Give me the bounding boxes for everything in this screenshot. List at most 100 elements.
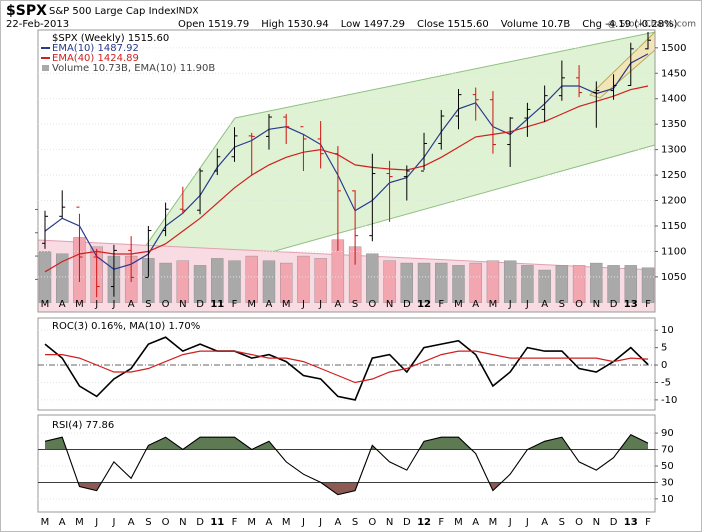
volume-bar <box>555 265 569 303</box>
x-tick-label: 12 <box>417 299 431 310</box>
x-tick-label: D <box>610 517 618 528</box>
x-tick-label: M <box>247 517 256 528</box>
volume-bar <box>314 258 327 303</box>
x-tick-label: J <box>508 299 512 310</box>
y-tick-label: 50 <box>661 461 674 472</box>
volume-bar <box>452 265 465 303</box>
x-tick-label: M <box>489 517 498 528</box>
x-tick-label: F <box>438 299 444 310</box>
x-tick-label: N <box>593 299 600 310</box>
legend-entry: RSI(4) 77.86 <box>52 420 114 431</box>
x-tick-label: J <box>301 517 305 528</box>
legend-swatch <box>42 65 49 71</box>
x-tick-label: M <box>41 517 50 528</box>
x-tick-label: S <box>145 299 151 310</box>
x-tick-label: O <box>368 299 376 310</box>
x-tick-label: A <box>266 299 273 310</box>
x-tick-label: O <box>162 517 170 528</box>
x-tick-label: M <box>489 299 498 310</box>
x-tick-label: A <box>59 517 66 528</box>
x-tick-label: A <box>472 517 479 528</box>
x-tick-label: J <box>94 299 98 310</box>
x-tick-label: A <box>334 517 341 528</box>
x-tick-label: F <box>232 517 238 528</box>
x-tick-label: N <box>593 517 600 528</box>
x-tick-label: N <box>386 299 393 310</box>
y-tick-label: -5 <box>661 377 671 388</box>
x-tick-label: A <box>541 517 548 528</box>
volume-bar <box>193 265 207 303</box>
volume-bar <box>469 262 482 303</box>
x-tick-label: F <box>645 299 651 310</box>
y-tick-label: -10 <box>661 395 677 406</box>
y-tick-label: 1150 <box>661 221 686 232</box>
volume-bar <box>503 260 517 303</box>
index-name: S&P 500 Large Cap Index <box>49 6 176 17</box>
x-tick-label: A <box>59 299 66 310</box>
legend-entry: ROC(3) 0.16%, MA(10) 1.70% <box>52 321 200 332</box>
y-tick-label: 10 <box>661 494 674 505</box>
x-tick-label: M <box>282 517 291 528</box>
x-tick-label: 11 <box>210 517 224 528</box>
volume-bar <box>521 265 534 303</box>
panel <box>37 317 656 411</box>
volume-bar <box>262 260 276 303</box>
header-stat: Volume 10.7B <box>501 19 571 30</box>
header-stat: Close 1515.60 <box>417 19 489 30</box>
volume-bar <box>641 267 655 303</box>
x-tick-label: J <box>525 299 529 310</box>
x-tick-label: O <box>575 299 583 310</box>
y-tick-label: 1050 <box>661 272 686 283</box>
x-tick-label: A <box>334 299 341 310</box>
panel <box>37 414 656 513</box>
header-stat: Low 1497.29 <box>341 19 405 30</box>
header-stat: Open 1519.79 <box>178 19 249 30</box>
ema-line <box>44 53 649 270</box>
y-tick-label: 1300 <box>661 145 686 156</box>
volume-bar <box>176 260 190 303</box>
x-tick-label: 13 <box>624 299 638 310</box>
volume-bar <box>228 260 241 303</box>
x-tick-label: M <box>75 517 84 528</box>
x-tick-label: 12 <box>417 517 431 528</box>
x-tick-label: J <box>111 299 115 310</box>
x-tick-label: M <box>454 517 463 528</box>
volume-bar <box>538 269 551 303</box>
x-tick-label: M <box>75 299 84 310</box>
x-tick-label: 11 <box>210 299 224 310</box>
x-tick-label: S <box>559 517 565 528</box>
x-tick-label: M <box>454 299 463 310</box>
overbought-fill <box>45 434 648 449</box>
volume-bar <box>211 258 224 303</box>
x-tick-label: J <box>318 299 322 310</box>
x-tick-label: F <box>232 299 238 310</box>
ema-line <box>44 85 649 273</box>
y-tick-label: 1200 <box>661 196 686 207</box>
x-tick-label: J <box>94 517 98 528</box>
volume-bar <box>280 262 293 303</box>
x-tick-label: N <box>179 299 186 310</box>
volume-bar <box>297 255 310 303</box>
panel <box>37 29 656 313</box>
volume-bar <box>159 262 172 303</box>
x-tick-label: D <box>610 299 618 310</box>
x-tick-label: S <box>145 517 151 528</box>
header-stat: Chg -4.19 (-0.28%) <box>582 19 677 30</box>
y-tick-label: 1400 <box>661 94 686 105</box>
x-tick-label: A <box>128 299 135 310</box>
credit: @ StockCharts.com <box>608 20 696 30</box>
legend-entry: EMA(40) 1424.89 <box>52 53 139 64</box>
symbol: $SPX <box>6 3 47 19</box>
x-tick-label: 13 <box>624 517 638 528</box>
x-tick-label: S <box>352 517 358 528</box>
x-tick-label: A <box>266 517 273 528</box>
legend-entry: $SPX (Weekly) 1515.60 <box>52 33 169 44</box>
y-tick-label: 1100 <box>661 246 686 257</box>
volume-bar <box>366 253 379 303</box>
volume-bar <box>624 265 637 303</box>
x-tick-label: S <box>352 299 358 310</box>
x-tick-label: F <box>645 517 651 528</box>
x-tick-label: A <box>541 299 548 310</box>
